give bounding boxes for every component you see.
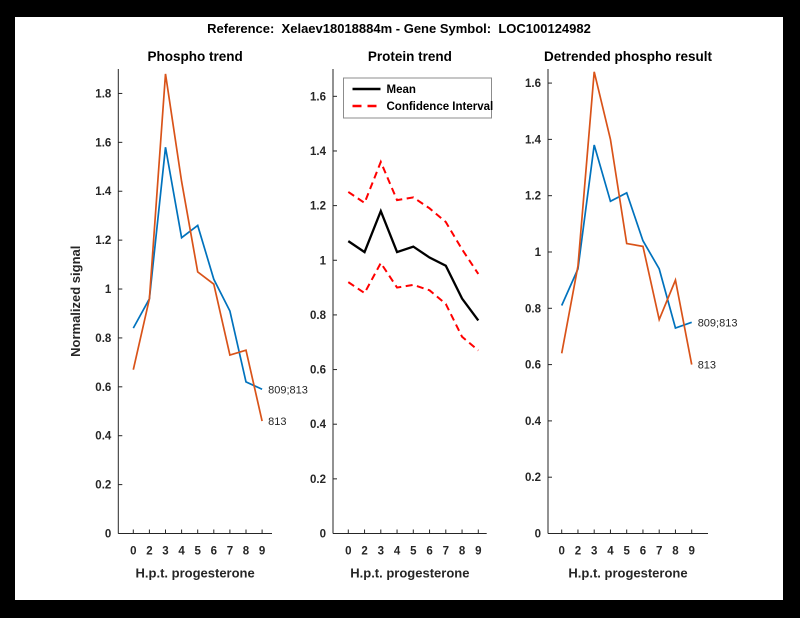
series-end-label: 813 <box>268 416 286 428</box>
y-tick-label: 1.6 <box>310 91 326 103</box>
x-tick-label: 0 <box>130 546 136 558</box>
y-tick-label: 1.6 <box>525 78 541 90</box>
legend: Mean Confidence Interval <box>343 77 494 119</box>
series-end-label: 809;813 <box>698 317 738 329</box>
y-tick-label: 1.6 <box>95 137 111 149</box>
x-axis-label: H.p.t. progesterone <box>568 566 687 581</box>
x-tick-label: 4 <box>394 546 401 558</box>
y-tick-label: 0.8 <box>95 333 112 345</box>
x-tick-label: 6 <box>426 546 432 558</box>
x-tick-label: 4 <box>607 546 614 558</box>
protein-trend-series-mean <box>347 207 480 322</box>
y-tick-label: 1.2 <box>95 235 111 247</box>
protein-trend-series-confidence-interval-upper <box>347 159 480 275</box>
detrended-phospho-result-series-813 <box>560 71 693 365</box>
x-tick-label: 9 <box>259 546 265 558</box>
figure-title: Reference: Xelaev18018884m - Gene Symbol… <box>207 21 591 36</box>
detrended-phospho-result-plot: 00.20.40.60.811.21.41.60 2 3 4 5 6 7 8 9Detrende… <box>525 49 737 581</box>
y-tick-label: 1.8 <box>95 88 112 100</box>
y-tick-label: 1.2 <box>525 191 541 203</box>
y-tick-label: 0.6 <box>310 365 326 377</box>
x-tick-label: 5 <box>410 546 417 558</box>
series-end-label: 809;813 <box>268 384 308 396</box>
y-tick-label: 0.8 <box>525 303 542 315</box>
y-tick-label: 1.2 <box>310 201 326 213</box>
x-tick-label: 9 <box>688 546 694 558</box>
y-tick-label: 1.4 <box>310 146 327 158</box>
x-tick-label: 3 <box>378 546 384 558</box>
x-tick-label: 5 <box>623 546 630 558</box>
x-tick-label: 8 <box>672 546 679 558</box>
x-axis-label: H.p.t. progesterone <box>350 566 469 581</box>
chart-title: Protein trend <box>368 49 452 64</box>
y-tick-label: 0.6 <box>95 382 111 394</box>
legend-item-label: Confidence Interval <box>387 101 494 113</box>
phospho-trend-series-813 <box>132 73 263 422</box>
x-tick-label: 2 <box>146 546 152 558</box>
legend-item-label: Mean <box>387 84 416 96</box>
x-tick-label: 3 <box>162 546 168 558</box>
y-tick-label: 0.4 <box>310 419 327 431</box>
x-tick-label: 0 <box>558 546 564 558</box>
y-tick-label: 0.6 <box>525 360 541 372</box>
x-tick-label: 2 <box>361 546 367 558</box>
x-axis-label: H.p.t. progesterone <box>136 566 255 581</box>
y-tick-label: 0.2 <box>525 472 541 484</box>
x-tick-label: 2 <box>575 546 581 558</box>
y-tick-label: 0.8 <box>310 310 327 322</box>
y-tick-label: 0.2 <box>310 474 326 486</box>
detrended-phospho-result-series-809-813 <box>560 144 692 330</box>
series-end-label: 813 <box>698 360 716 372</box>
phospho-trend-plot: 00.20.40.60.811.21.41.61.80 2 3 4 5 6 7 8 9Phosp… <box>68 49 308 581</box>
x-tick-label: 9 <box>475 546 481 558</box>
y-tick-label: 0.4 <box>525 416 542 428</box>
x-tick-label: 8 <box>243 546 250 558</box>
y-tick-label: 1.4 <box>95 186 112 198</box>
y-tick-label: 1 <box>105 284 112 296</box>
x-tick-label: 5 <box>194 546 201 558</box>
x-tick-label: 7 <box>227 546 233 558</box>
x-tick-label: 7 <box>656 546 662 558</box>
protein-trend-plot: 00.20.40.60.811.21.41.60 2 3 4 5 6 7 8 9Protein … <box>310 49 493 581</box>
y-tick-label: 1 <box>535 247 542 259</box>
chart-title: Phospho trend <box>148 49 243 64</box>
y-tick-label: 0 <box>320 529 326 541</box>
y-tick-label: 1.4 <box>525 134 542 146</box>
y-tick-label: 1 <box>320 255 327 267</box>
x-tick-label: 0 <box>345 546 351 558</box>
chart-title: Detrended phospho result <box>544 49 713 64</box>
y-tick-label: 0 <box>105 529 111 541</box>
x-tick-label: 6 <box>640 546 646 558</box>
protein-trend-series-confidence-interval-lower <box>347 261 479 352</box>
x-tick-label: 7 <box>443 546 449 558</box>
phospho-trend-series-809-813 <box>132 147 263 391</box>
x-tick-label: 3 <box>591 546 597 558</box>
y-tick-label: 0.4 <box>95 431 112 443</box>
y-axis-label: Normalized signal <box>68 246 83 357</box>
x-tick-label: 6 <box>211 546 217 558</box>
x-tick-label: 4 <box>178 546 185 558</box>
legend-box <box>343 77 492 119</box>
y-tick-label: 0.2 <box>95 480 111 492</box>
x-tick-label: 8 <box>459 546 466 558</box>
y-tick-label: 0 <box>535 529 541 541</box>
